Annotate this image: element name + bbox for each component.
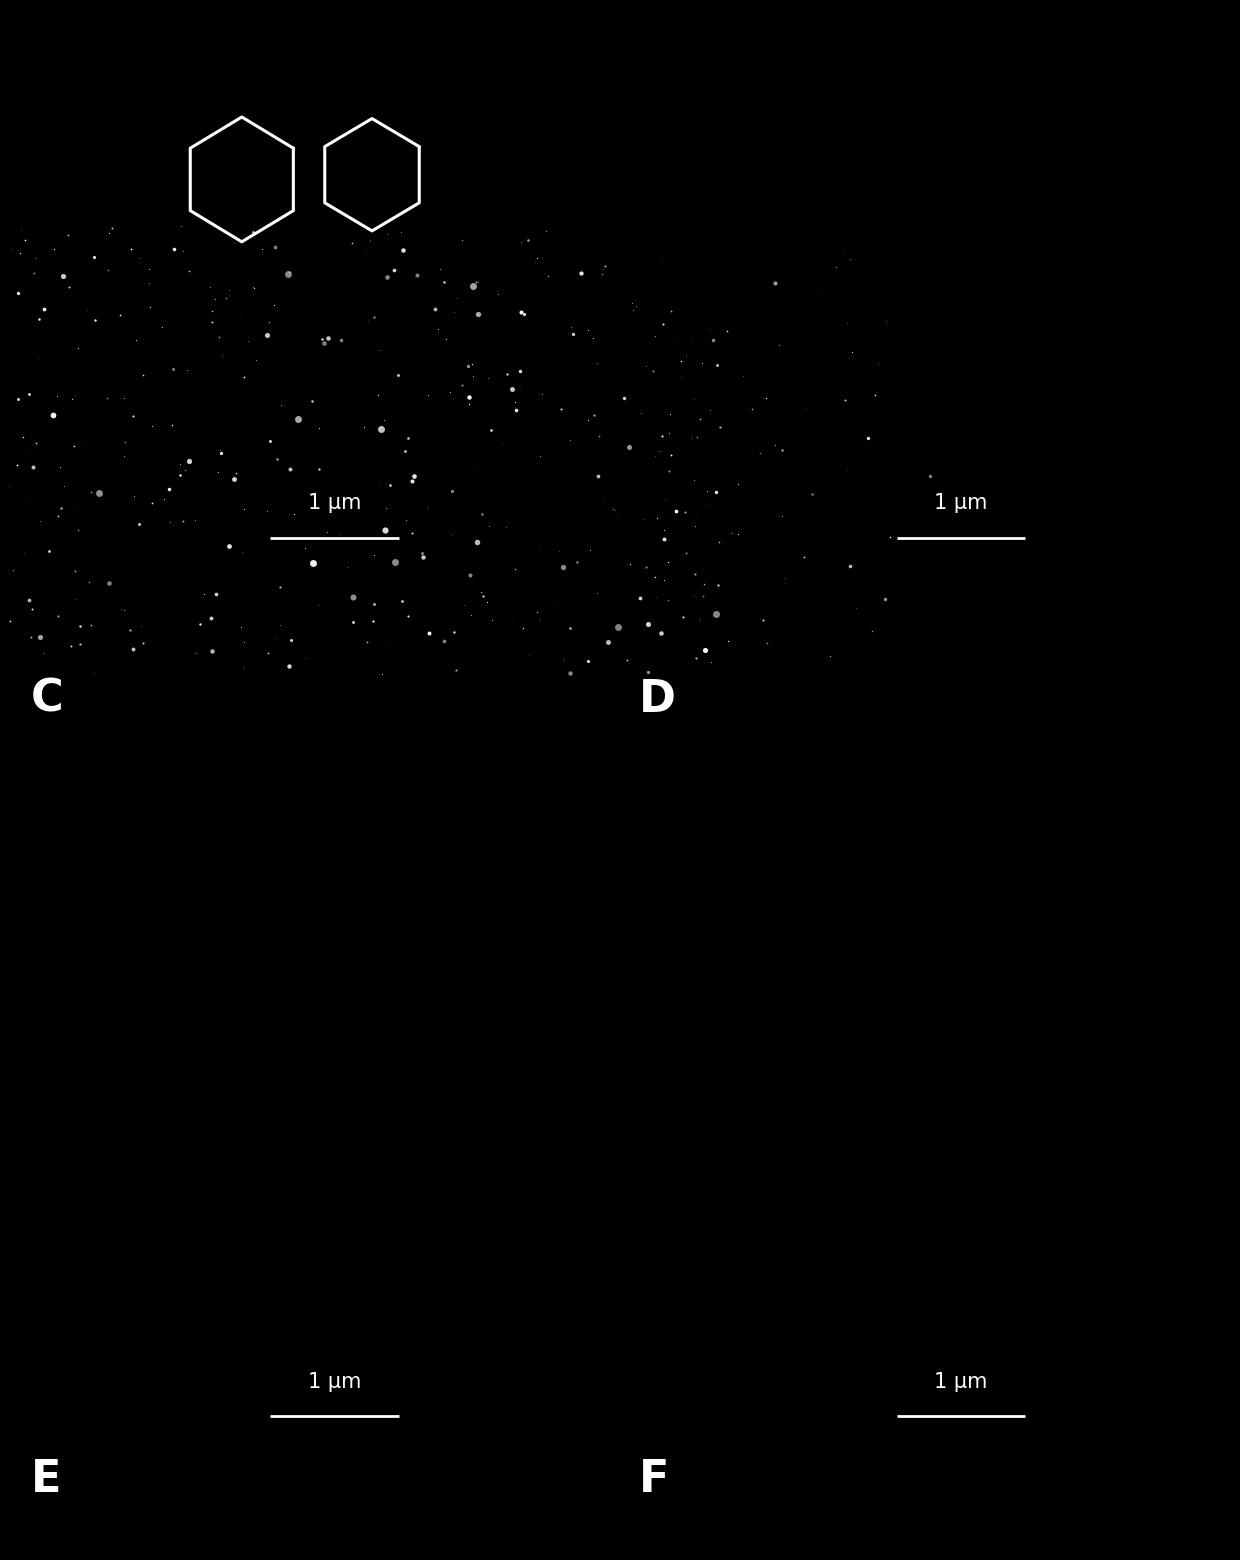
Text: 1 μm: 1 μm	[934, 493, 988, 513]
Text: E: E	[31, 1457, 62, 1501]
Text: D: D	[639, 677, 676, 721]
Text: 1 μm: 1 μm	[308, 1371, 362, 1392]
Text: 1 μm: 1 μm	[934, 1371, 988, 1392]
Text: F: F	[639, 1457, 668, 1501]
Text: 1 μm: 1 μm	[308, 493, 362, 513]
Text: C: C	[31, 677, 63, 721]
